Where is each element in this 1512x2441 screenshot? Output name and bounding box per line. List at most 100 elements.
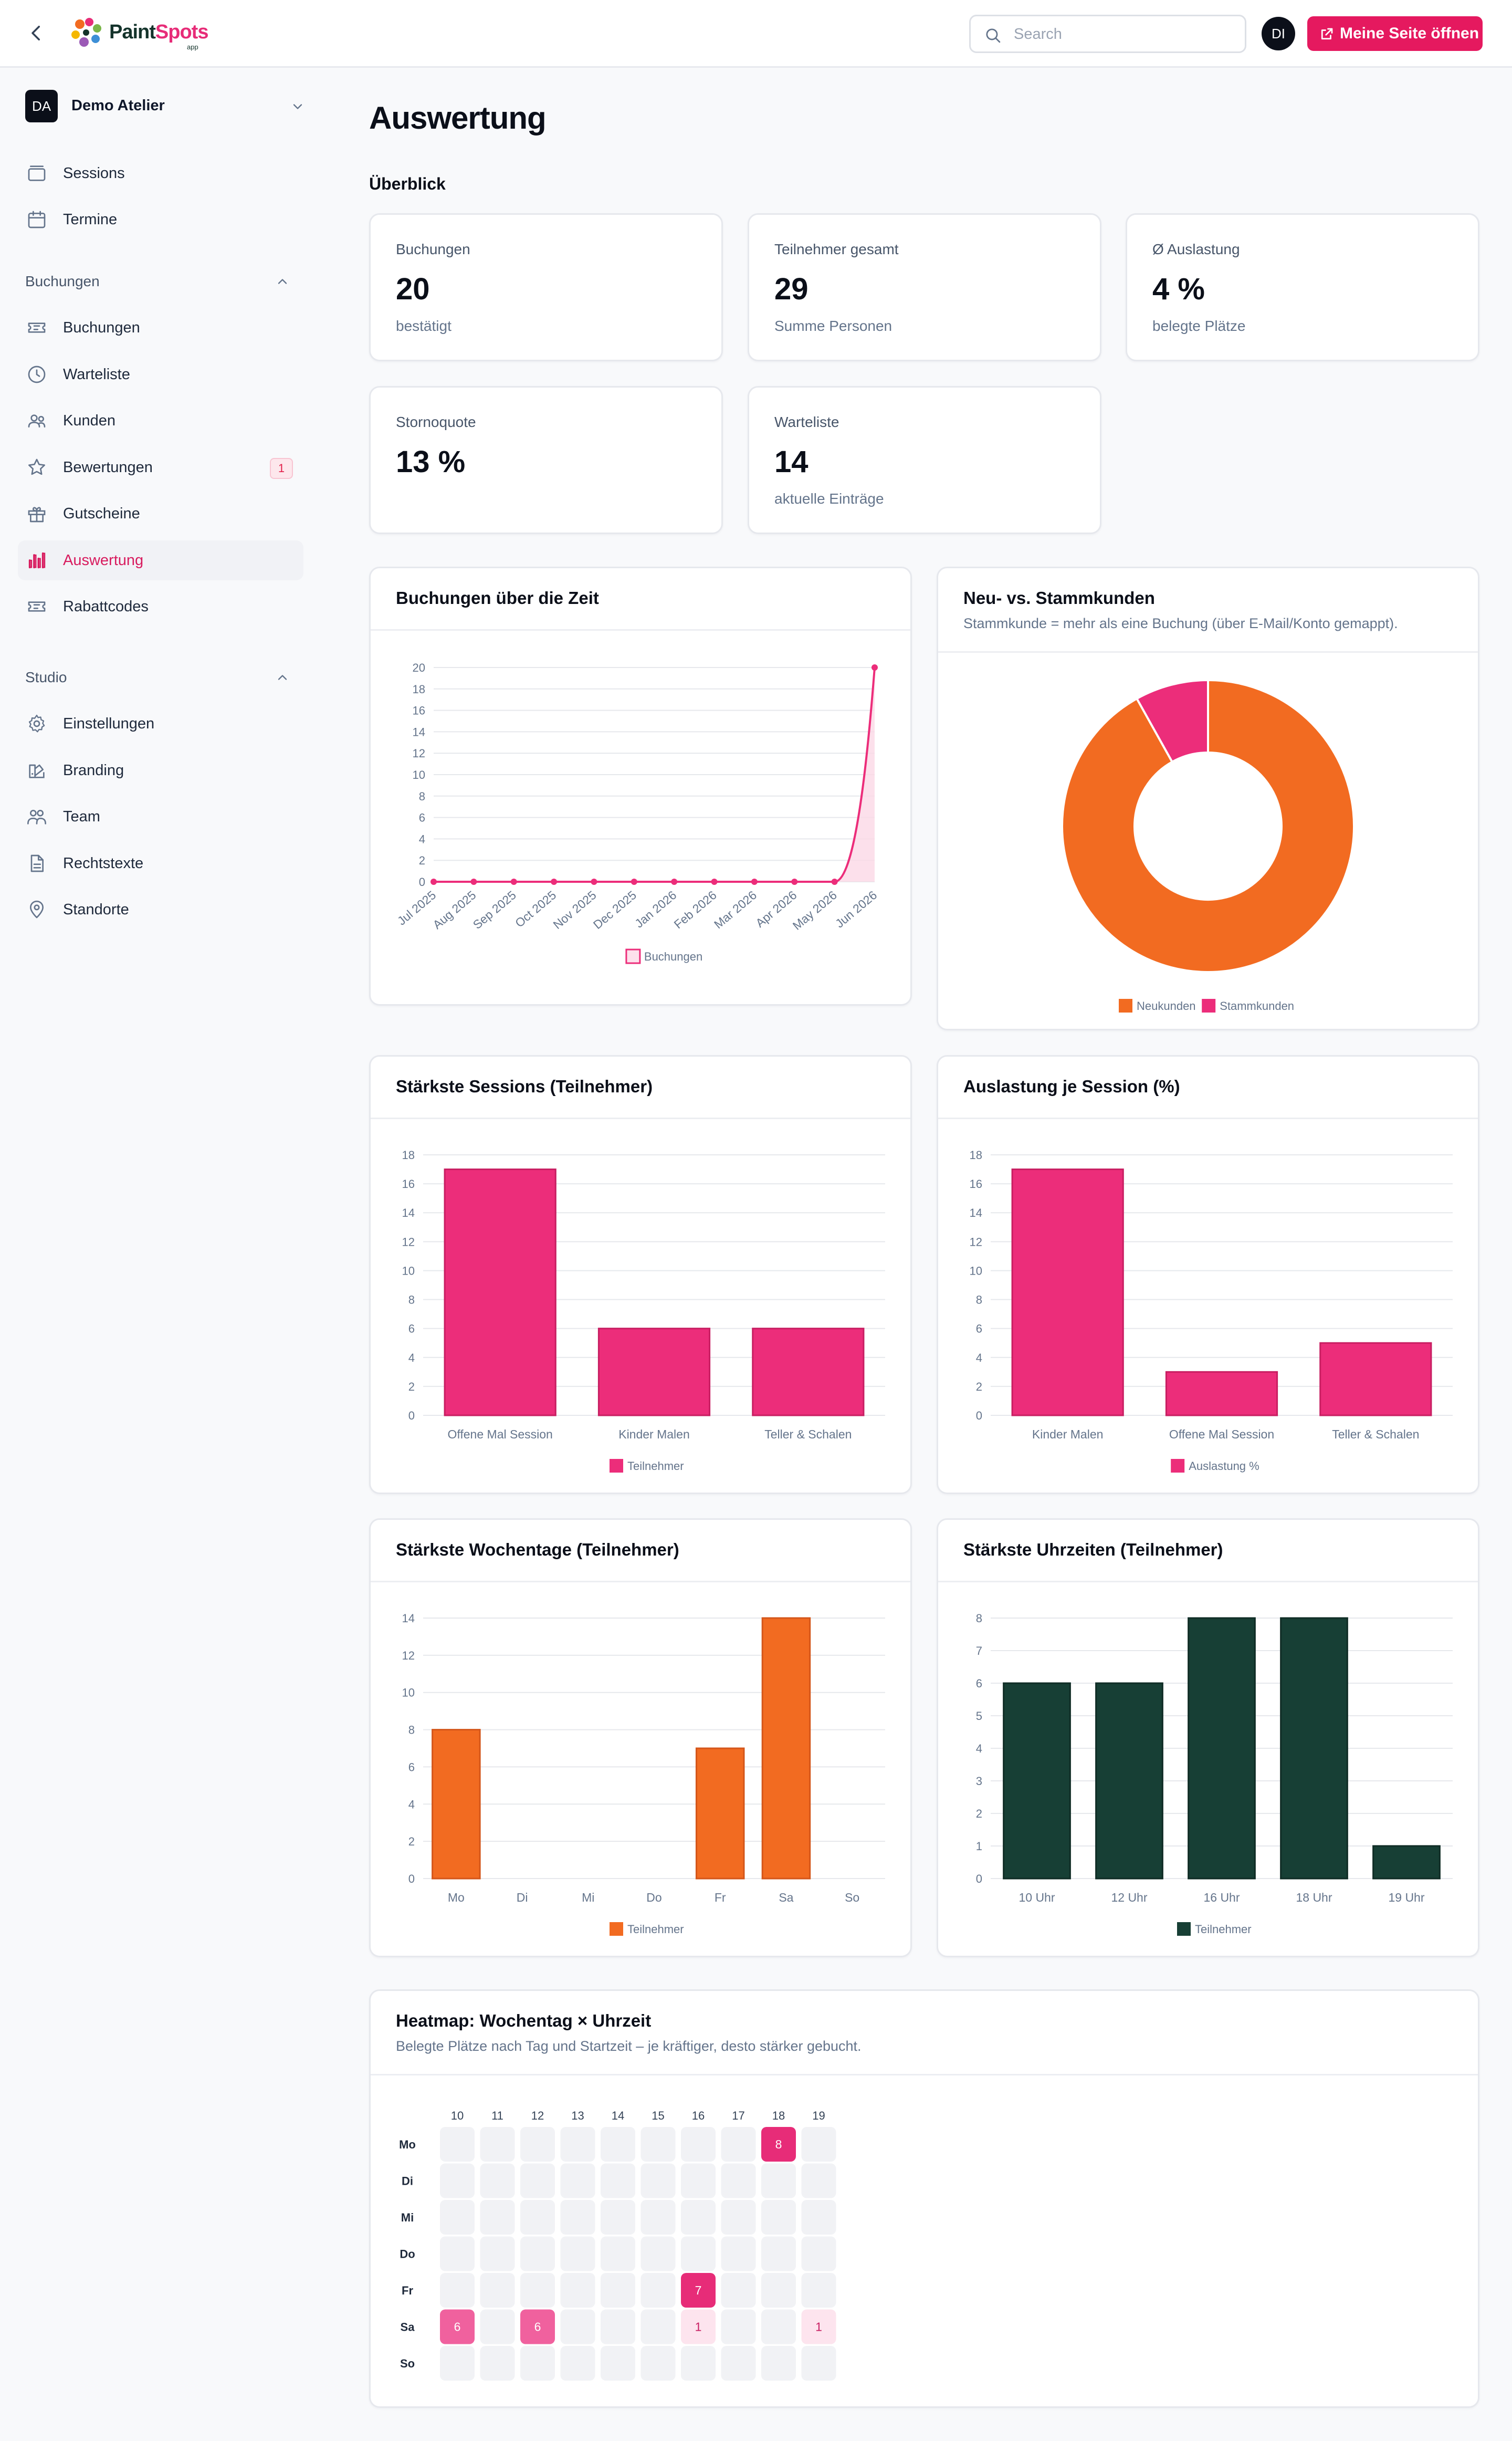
data-point[interactable] (631, 879, 637, 885)
heatmap-cell[interactable] (560, 2200, 595, 2235)
heatmap-cell[interactable] (480, 2163, 515, 2198)
heatmap-cell[interactable] (601, 2200, 635, 2235)
org-switcher[interactable]: DA Demo Atelier (25, 89, 309, 123)
heatmap-cell[interactable] (520, 2346, 555, 2381)
heatmap-cell[interactable] (640, 2163, 676, 2198)
heatmap-cell[interactable] (480, 2309, 515, 2344)
bar[interactable] (1319, 1342, 1432, 1416)
bar[interactable] (1280, 1617, 1348, 1880)
sidebar-section-buchungen[interactable]: Buchungen (25, 271, 309, 292)
bar[interactable] (1188, 1617, 1256, 1880)
heatmap-cell[interactable] (761, 2309, 796, 2344)
heatmap-cell[interactable] (761, 2346, 796, 2381)
search-input[interactable] (1014, 24, 1234, 45)
heatmap-cell[interactable] (640, 2236, 676, 2271)
heatmap-cell[interactable] (761, 2273, 796, 2308)
heatmap-cell[interactable] (560, 2163, 595, 2198)
heatmap-cell[interactable] (761, 2200, 796, 2235)
sidebar-item-rechtstexte[interactable]: Rechtstexte (18, 843, 303, 883)
heatmap-cell[interactable] (440, 2309, 475, 2344)
heatmap-cell[interactable] (560, 2346, 595, 2381)
heatmap-cell[interactable] (721, 2163, 756, 2198)
heatmap-cell[interactable] (681, 2309, 716, 2344)
sidebar-item-sessions[interactable]: Sessions (18, 153, 303, 193)
pie-slice-neukunden[interactable] (1061, 679, 1355, 973)
data-point[interactable] (470, 879, 477, 885)
heatmap-cell[interactable] (801, 2163, 836, 2198)
bar[interactable] (1003, 1682, 1071, 1880)
sidebar-item-buchungen[interactable]: Buchungen (18, 308, 303, 348)
heatmap-cell[interactable] (440, 2163, 475, 2198)
heatmap-cell[interactable] (681, 2127, 716, 2162)
heatmap-cell[interactable] (640, 2200, 676, 2235)
sidebar-section-studio[interactable]: Studio (25, 667, 309, 688)
heatmap-cell[interactable] (520, 2127, 555, 2162)
user-avatar[interactable]: DI (1262, 17, 1295, 50)
heatmap-cell[interactable] (721, 2346, 756, 2381)
data-point[interactable] (872, 664, 878, 671)
heatmap-cell[interactable] (520, 2200, 555, 2235)
heatmap-cell[interactable] (480, 2127, 515, 2162)
bar[interactable] (1165, 1371, 1278, 1416)
bar[interactable] (1011, 1169, 1124, 1416)
heatmap-cell[interactable] (761, 2163, 796, 2198)
heatmap-cell[interactable] (601, 2346, 635, 2381)
paintspots-logo[interactable]: PaintSpots app (68, 16, 210, 51)
heatmap-cell[interactable] (640, 2346, 676, 2381)
data-point[interactable] (510, 879, 517, 885)
heatmap-cell[interactable] (601, 2236, 635, 2271)
heatmap-cell[interactable] (480, 2200, 515, 2235)
heatmap-cell[interactable] (520, 2236, 555, 2271)
heatmap-cell[interactable] (681, 2346, 716, 2381)
heatmap-cell[interactable] (801, 2309, 836, 2344)
bar[interactable] (1095, 1682, 1163, 1880)
heatmap-cell[interactable] (721, 2200, 756, 2235)
heatmap-cell[interactable] (721, 2273, 756, 2308)
pie-slice-stammkunden[interactable] (1135, 679, 1209, 764)
sidebar-item-bewertungen[interactable]: Bewertungen 1 (18, 447, 303, 487)
data-point[interactable] (831, 879, 838, 885)
heatmap-cell[interactable] (601, 2309, 635, 2344)
heatmap-cell[interactable] (681, 2200, 716, 2235)
sidebar-item-auswertung[interactable]: Auswertung (18, 540, 303, 580)
heatmap-cell[interactable] (601, 2163, 635, 2198)
sidebar-item-rabattcodes[interactable]: Rabattcodes (18, 587, 303, 627)
open-my-page-button[interactable]: Meine Seite öffnen (1307, 16, 1483, 51)
sidebar-item-branding[interactable]: Branding (18, 750, 303, 790)
heatmap-cell[interactable] (560, 2273, 595, 2308)
heatmap-cell[interactable] (761, 2236, 796, 2271)
sidebar-item-gutscheine[interactable]: Gutscheine (18, 494, 303, 534)
heatmap-cell[interactable] (801, 2200, 836, 2235)
heatmap-cell[interactable] (681, 2273, 716, 2308)
data-point[interactable] (551, 879, 558, 885)
bar[interactable] (432, 1729, 481, 1880)
heatmap-cell[interactable] (560, 2127, 595, 2162)
heatmap-cell[interactable] (801, 2236, 836, 2271)
data-point[interactable] (791, 879, 798, 885)
heatmap-cell[interactable] (801, 2127, 836, 2162)
search-box[interactable] (969, 15, 1246, 53)
bar[interactable] (597, 1328, 711, 1416)
heatmap-cell[interactable] (440, 2127, 475, 2162)
heatmap-cell[interactable] (480, 2346, 515, 2381)
sidebar-item-einstellungen[interactable]: Einstellungen (18, 704, 303, 744)
data-point[interactable] (591, 879, 597, 885)
heatmap-cell[interactable] (560, 2236, 595, 2271)
sidebar-item-warteliste[interactable]: Warteliste (18, 354, 303, 394)
bar[interactable] (444, 1169, 556, 1416)
heatmap-cell[interactable] (801, 2346, 836, 2381)
data-point[interactable] (430, 879, 437, 885)
data-point[interactable] (751, 879, 758, 885)
heatmap-cell[interactable] (601, 2273, 635, 2308)
data-point[interactable] (671, 879, 678, 885)
heatmap-cell[interactable] (640, 2273, 676, 2308)
heatmap-cell[interactable] (440, 2273, 475, 2308)
heatmap-cell[interactable] (721, 2127, 756, 2162)
heatmap-cell[interactable] (721, 2309, 756, 2344)
heatmap-cell[interactable] (440, 2236, 475, 2271)
heatmap-cell[interactable] (640, 2309, 676, 2344)
heatmap-cell[interactable] (520, 2273, 555, 2308)
heatmap-cell[interactable] (440, 2346, 475, 2381)
sidebar-item-standorte[interactable]: Standorte (18, 890, 303, 930)
bar[interactable] (1372, 1845, 1441, 1880)
